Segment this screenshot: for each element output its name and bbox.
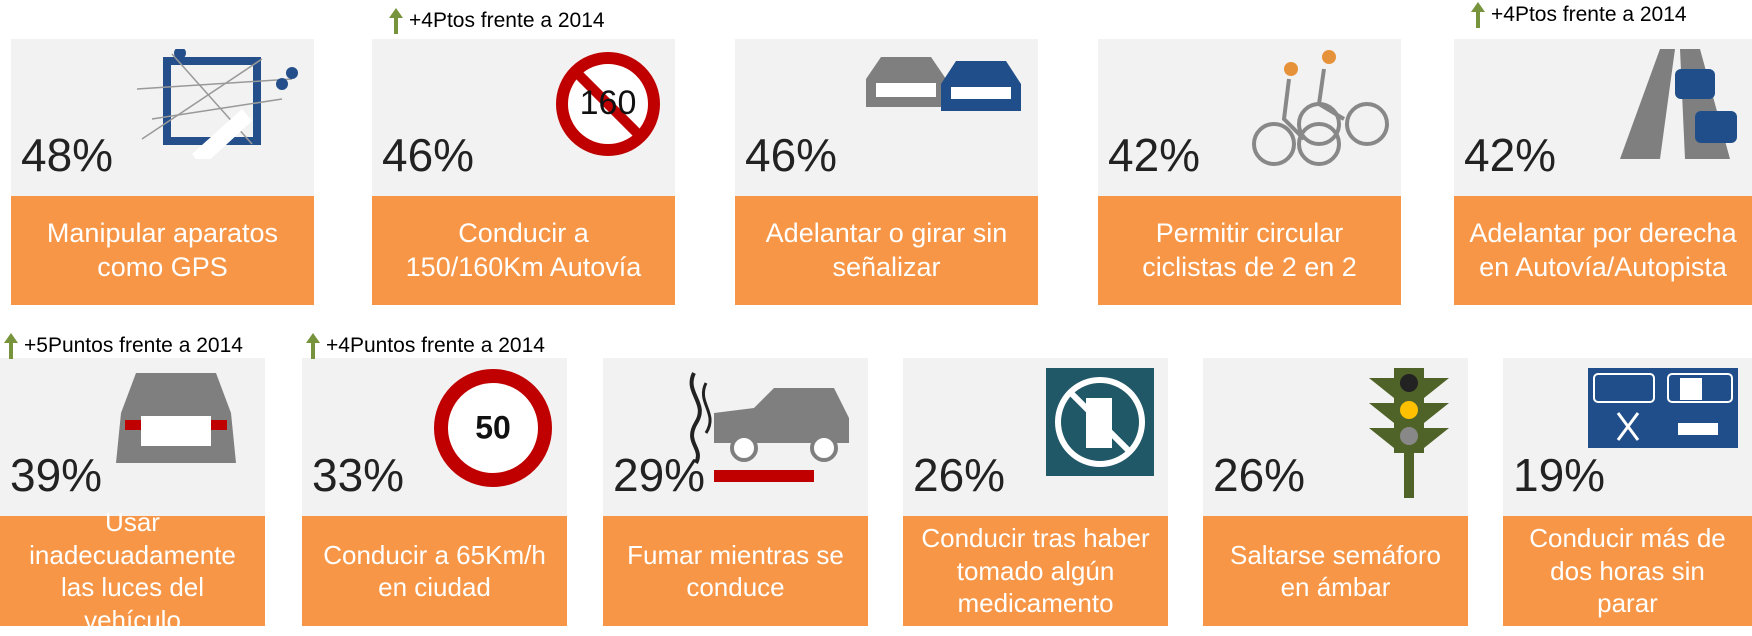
percentage: 46% [745,128,837,182]
icon-graphic [1588,368,1738,448]
icon [1588,368,1738,453]
icon [684,368,854,488]
note: +4Ptos frente a 2014 [389,8,605,34]
page: (() => { const data = JSON.parse(documen… [0,0,1752,626]
icon-panel: 29% [603,358,868,516]
icon [1364,368,1454,503]
percentage: 46% [382,128,474,182]
up-arrow [306,333,320,359]
icon-panel: 26% [1203,358,1468,516]
icon-graphic [101,368,251,478]
percentage: 29% [613,448,705,502]
icon-panel: 160 46% [372,39,675,196]
icon: 50 [433,368,553,493]
note: +4Puntos frente a 2014 [306,333,545,359]
card: 42% Adelantar por derecha en Autovía/Auto… [1454,39,1752,305]
icon-graphic [684,368,854,483]
card: 160 46% Conducir a 150/160Km Autovía [372,39,675,305]
icon-panel: 42% [1098,39,1401,196]
icon [1249,49,1389,174]
card: 46% Adelantar o girar sin señalizar [735,39,1038,305]
icon-panel: 19% [1503,358,1752,516]
card: 26% Saltarse semáforo en ámbar [1203,358,1468,626]
percentage: 48% [21,128,113,182]
label: Usar inadecuadamente las luces del vehíc… [0,516,265,626]
label: Permitir circular ciclistas de 2 en 2 [1098,196,1401,305]
icon-graphic [1364,368,1454,498]
percentage: 26% [913,448,1005,502]
icon-graphic: 50 [433,368,553,488]
label: Adelantar o girar sin señalizar [735,196,1038,305]
icon-panel: 42% [1454,39,1752,196]
up-arrow [1471,2,1485,28]
label: Conducir más de dos horas sin parar [1503,516,1752,626]
percentage: 39% [10,448,102,502]
percentage: 19% [1513,448,1605,502]
card: 50 33% Conducir a 65Km/h en ciudad [302,358,567,626]
icon-graphic: 160 [553,49,663,159]
icon [1046,368,1154,481]
icon-panel: 39% [0,358,265,516]
icon-graphic [132,49,302,159]
note-text: +5Puntos frente a 2014 [24,334,243,358]
note: +5Puntos frente a 2014 [4,333,243,359]
card: 39% Usar inadecuadamente las luces del ve… [0,358,265,626]
label: Manipular aparatos como GPS [11,196,314,305]
up-arrow [4,333,18,359]
up-arrow [389,8,403,34]
label: Conducir tras haber tomado algún medicam… [903,516,1168,626]
icon-panel: 50 33% [302,358,567,516]
icon-panel: 48% [11,39,314,196]
card: 42% Permitir circular ciclistas de 2 en 2 [1098,39,1401,305]
percentage: 33% [312,448,404,502]
label: Conducir a 65Km/h en ciudad [302,516,567,626]
percentage: 42% [1464,128,1556,182]
label: Conducir a 150/160Km Autovía [372,196,675,305]
icon-text: 160 [580,84,637,122]
percentage: 26% [1213,448,1305,502]
icon-graphic [1620,49,1740,159]
icon-panel: 46% [735,39,1038,196]
icon [132,49,302,164]
label: Adelantar por derecha en Autovía/Autopis… [1454,196,1752,305]
icon-panel: 26% [903,358,1168,516]
icon-graphic [1046,368,1154,476]
label: Saltarse semáforo en ámbar [1203,516,1468,626]
note-text: +4Ptos frente a 2014 [1491,3,1687,27]
icon-graphic [1249,49,1389,169]
note-text: +4Puntos frente a 2014 [326,334,545,358]
icon [101,368,251,483]
card: 48% Manipular aparatos como GPS [11,39,314,305]
card: 26% Conducir tras haber tomado algún medi… [903,358,1168,626]
icon: 160 [553,49,663,164]
icon-text: 50 [475,409,511,445]
percentage: 42% [1108,128,1200,182]
card: 29% Fumar mientras se conduce [603,358,868,626]
note-text: +4Ptos frente a 2014 [409,9,605,33]
card: 19% Conducir más de dos horas sin parar [1503,358,1752,626]
note: +4Ptos frente a 2014 [1471,2,1687,28]
icon [1620,49,1740,164]
icon [856,49,1026,124]
icon-graphic [856,49,1026,119]
label: Fumar mientras se conduce [603,516,868,626]
